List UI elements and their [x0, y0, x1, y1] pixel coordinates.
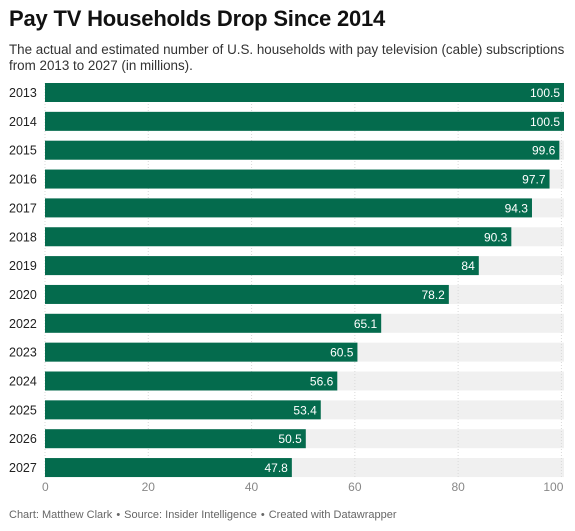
- category-label: 2015: [9, 144, 37, 158]
- value-label: 90.3: [484, 230, 508, 244]
- category-label: 2013: [9, 86, 37, 100]
- bar: [45, 140, 560, 160]
- bar: [45, 342, 358, 362]
- chart-subtitle: The actual and estimated number of U.S. …: [9, 42, 565, 73]
- category-label: 2018: [9, 230, 37, 244]
- value-label: 60.5: [330, 346, 354, 360]
- bar: [45, 111, 564, 131]
- value-label: 84: [461, 259, 475, 273]
- footer-separator: •: [260, 509, 265, 521]
- bar: [45, 227, 512, 247]
- value-label: 99.6: [532, 144, 556, 158]
- bar: [45, 83, 564, 102]
- category-label: 2024: [9, 375, 37, 389]
- category-label: 2022: [9, 317, 37, 331]
- value-label: 100.5: [530, 86, 560, 100]
- x-tick-label: 40: [245, 480, 259, 494]
- bar: [45, 198, 532, 218]
- category-label: 2020: [9, 288, 37, 302]
- chart-title: Pay TV Households Drop Since 2014: [9, 6, 386, 31]
- value-label: 78.2: [421, 288, 445, 302]
- value-label: 56.6: [310, 375, 334, 389]
- bar: [45, 458, 292, 478]
- category-label: 2014: [9, 115, 37, 129]
- bar: [45, 284, 449, 304]
- category-label: 2025: [9, 403, 37, 417]
- footer-separator: •: [116, 509, 121, 521]
- bar: [45, 400, 321, 420]
- category-label: 2026: [9, 432, 37, 446]
- footer-author: Chart: Matthew Clark: [9, 509, 113, 521]
- bar: [45, 256, 479, 276]
- bar: [45, 371, 338, 391]
- value-label: 65.1: [354, 317, 378, 331]
- footer-source: Source: Insider Intelligence: [124, 509, 257, 521]
- footer-tool: Created with Datawrapper: [268, 509, 397, 521]
- bar: [45, 313, 382, 333]
- value-label: 53.4: [293, 403, 317, 417]
- x-tick-label: 0: [42, 480, 49, 494]
- x-tick-label: 100: [543, 480, 563, 494]
- category-label: 2027: [9, 461, 37, 475]
- x-tick-label: 20: [142, 480, 156, 494]
- chart-footer: Chart: Matthew Clark • Source: Insider Int…: [9, 509, 397, 521]
- bar: [45, 429, 306, 449]
- category-label: 2017: [9, 201, 37, 215]
- category-label: 2016: [9, 173, 37, 187]
- value-label: 100.5: [530, 115, 560, 129]
- category-label: 2023: [9, 346, 37, 360]
- category-label: 2019: [9, 259, 37, 273]
- value-label: 47.8: [264, 461, 288, 475]
- x-tick-label: 60: [348, 480, 362, 494]
- value-label: 97.7: [522, 173, 546, 187]
- value-label: 94.3: [505, 201, 529, 215]
- value-label: 50.5: [278, 432, 302, 446]
- x-tick-label: 80: [451, 480, 465, 494]
- bar: [45, 169, 550, 189]
